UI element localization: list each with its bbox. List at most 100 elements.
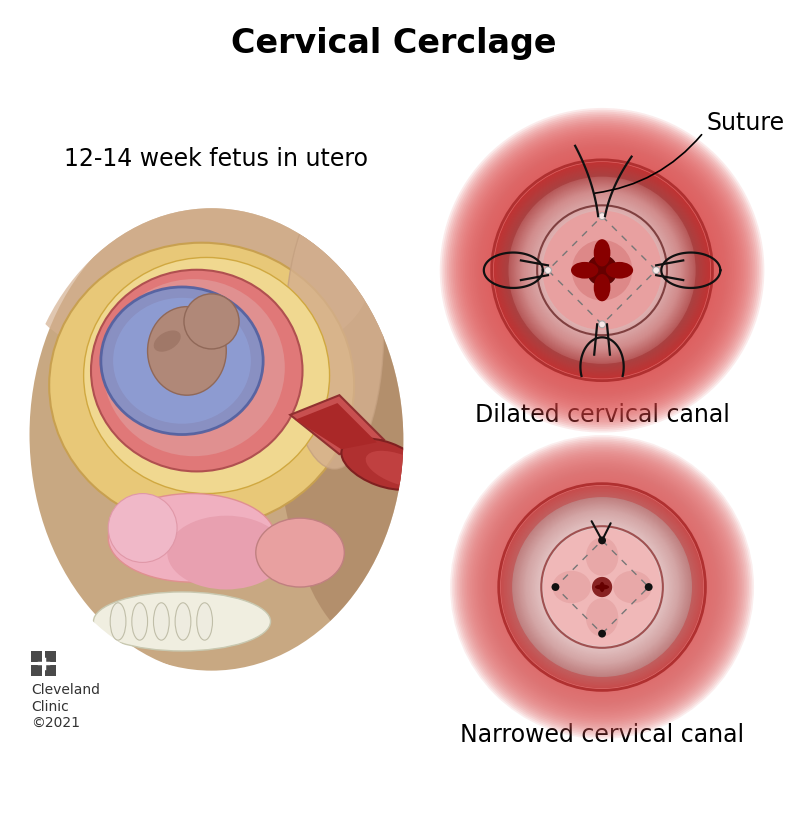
Circle shape	[598, 213, 606, 220]
Circle shape	[514, 181, 691, 359]
Ellipse shape	[606, 262, 633, 279]
Circle shape	[542, 527, 662, 647]
Circle shape	[537, 205, 667, 336]
Circle shape	[527, 512, 677, 662]
Ellipse shape	[275, 154, 472, 646]
Circle shape	[498, 166, 706, 375]
Circle shape	[463, 132, 741, 409]
Circle shape	[502, 170, 702, 371]
Circle shape	[494, 162, 710, 379]
Circle shape	[506, 491, 698, 683]
Circle shape	[507, 175, 698, 366]
Circle shape	[465, 133, 739, 407]
Circle shape	[499, 167, 705, 373]
Circle shape	[466, 450, 739, 724]
Circle shape	[598, 321, 606, 328]
Circle shape	[541, 526, 663, 648]
Circle shape	[108, 493, 177, 563]
Circle shape	[543, 528, 661, 646]
Text: Cervical Cerclage: Cervical Cerclage	[230, 28, 556, 60]
Circle shape	[518, 503, 686, 671]
Circle shape	[469, 454, 735, 720]
Circle shape	[528, 196, 676, 345]
Circle shape	[522, 506, 683, 667]
Circle shape	[536, 204, 668, 337]
Circle shape	[494, 163, 710, 378]
Ellipse shape	[571, 262, 598, 279]
Polygon shape	[290, 395, 384, 454]
Circle shape	[551, 583, 559, 591]
Circle shape	[537, 521, 668, 653]
Circle shape	[502, 171, 702, 370]
Circle shape	[538, 524, 666, 650]
Circle shape	[532, 517, 672, 657]
Circle shape	[506, 173, 699, 367]
Circle shape	[502, 487, 702, 687]
Circle shape	[472, 457, 732, 717]
Bar	[46, 665, 56, 676]
Circle shape	[509, 176, 696, 364]
Ellipse shape	[110, 602, 126, 640]
Circle shape	[517, 502, 687, 672]
Circle shape	[545, 267, 551, 274]
Text: Narrowed cervical canal: Narrowed cervical canal	[460, 723, 744, 746]
Circle shape	[507, 492, 698, 682]
Circle shape	[542, 528, 662, 646]
Circle shape	[514, 498, 690, 676]
Circle shape	[470, 455, 734, 719]
Circle shape	[519, 187, 685, 354]
Circle shape	[534, 519, 670, 655]
Circle shape	[503, 488, 701, 686]
Circle shape	[509, 494, 695, 680]
Circle shape	[533, 518, 671, 656]
Ellipse shape	[30, 193, 423, 676]
Circle shape	[442, 110, 762, 431]
Circle shape	[534, 202, 670, 338]
Circle shape	[460, 446, 744, 729]
Circle shape	[532, 200, 672, 341]
Circle shape	[526, 511, 678, 663]
Circle shape	[516, 501, 688, 673]
Circle shape	[540, 525, 664, 649]
Ellipse shape	[614, 571, 652, 603]
Text: Suture: Suture	[706, 111, 785, 135]
Circle shape	[587, 255, 618, 285]
Ellipse shape	[154, 602, 170, 640]
Circle shape	[467, 452, 737, 722]
Text: Dilated cervical canal: Dilated cervical canal	[474, 403, 730, 427]
Circle shape	[500, 168, 704, 372]
Circle shape	[456, 124, 748, 416]
Ellipse shape	[167, 515, 286, 589]
Circle shape	[474, 459, 730, 715]
Circle shape	[518, 502, 686, 672]
Circle shape	[507, 493, 697, 681]
Ellipse shape	[586, 537, 618, 576]
Circle shape	[454, 438, 750, 736]
Circle shape	[531, 516, 673, 658]
Circle shape	[513, 180, 692, 360]
Circle shape	[523, 191, 681, 350]
Circle shape	[522, 190, 682, 350]
Circle shape	[544, 529, 660, 645]
Circle shape	[457, 441, 747, 733]
Circle shape	[443, 111, 761, 429]
Circle shape	[462, 447, 742, 727]
Circle shape	[498, 167, 706, 374]
Circle shape	[505, 489, 699, 685]
Circle shape	[495, 163, 709, 377]
Ellipse shape	[553, 571, 591, 603]
Ellipse shape	[256, 518, 344, 587]
Ellipse shape	[91, 270, 302, 472]
Circle shape	[531, 199, 673, 341]
Circle shape	[521, 506, 684, 668]
Circle shape	[521, 189, 683, 352]
Circle shape	[515, 183, 689, 358]
Ellipse shape	[175, 602, 191, 640]
Circle shape	[519, 504, 685, 670]
Ellipse shape	[94, 592, 270, 651]
Circle shape	[512, 497, 692, 677]
Circle shape	[513, 498, 691, 676]
Ellipse shape	[25, 193, 369, 371]
Ellipse shape	[586, 598, 618, 637]
Ellipse shape	[108, 493, 275, 582]
